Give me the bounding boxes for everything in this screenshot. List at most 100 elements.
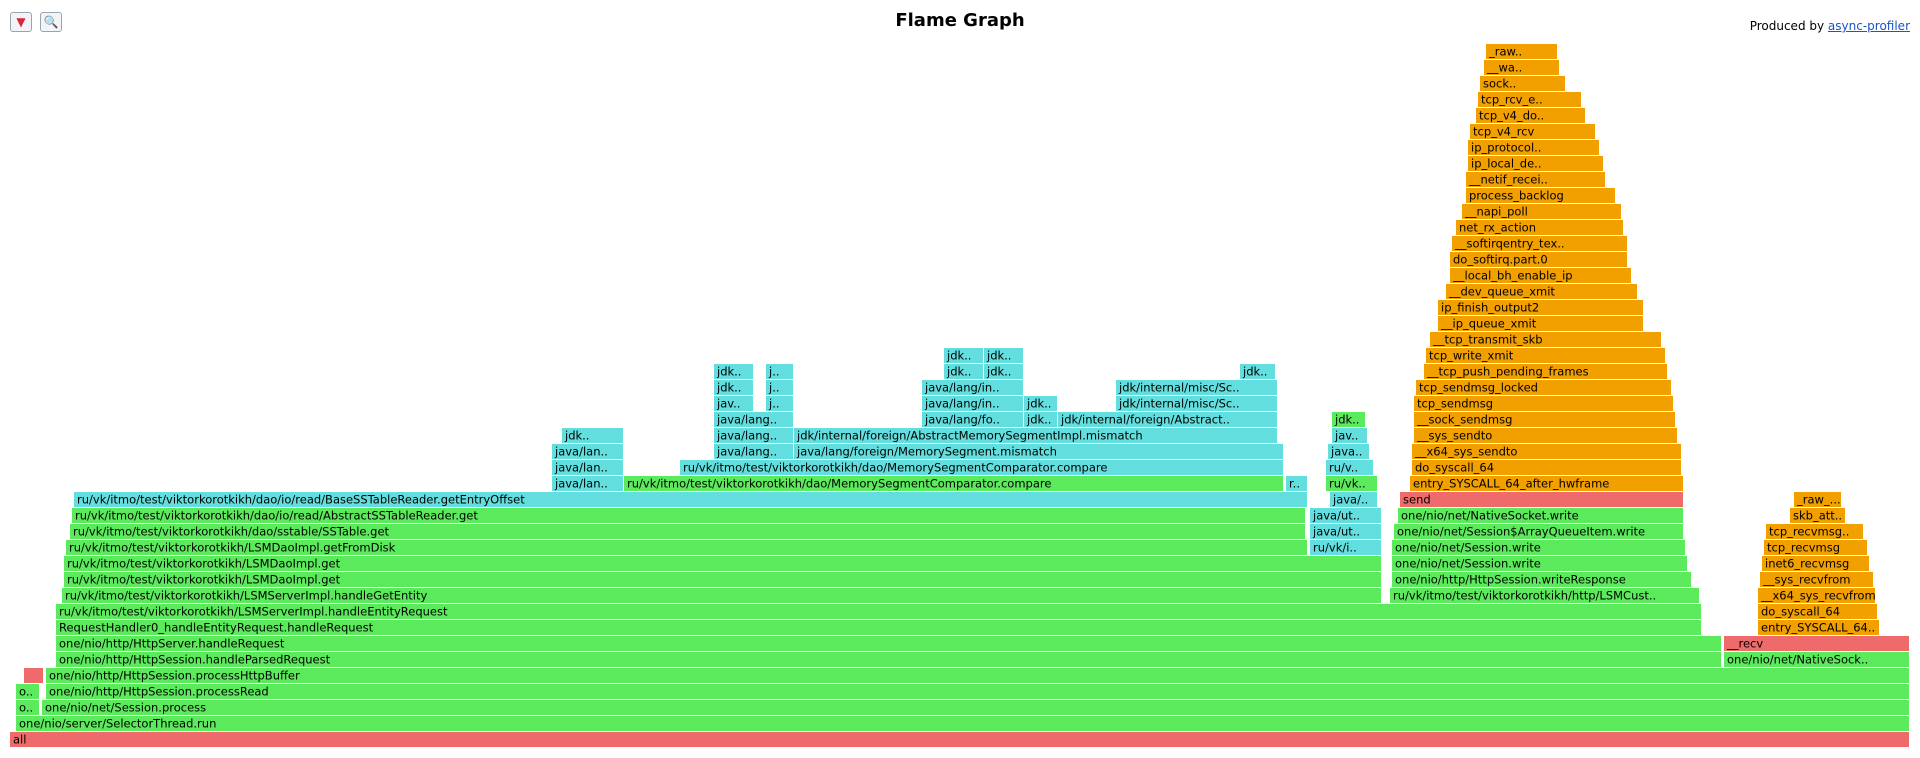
- frame-bar[interactable]: native: [24, 668, 43, 683]
- frame-19[interactable]: ru/vk/itmo/test/viktorkorotkikh/LSMDaoIm…: [64, 572, 1381, 587]
- frame-bar[interactable]: tcp_v4_do_rcv: [1476, 108, 1585, 123]
- frame-bar[interactable]: ru/vk/itmo/test/viktorkorotkikh/LSMDaoIm…: [64, 572, 1381, 587]
- frame-bar[interactable]: java/lang/foreign/MemorySegment.mismatch: [794, 444, 1283, 459]
- frame-21[interactable]: __sys_recvfrom __sys_recvfrom: [1760, 572, 1873, 587]
- frame-bar[interactable]: j: [766, 380, 793, 395]
- frame-98[interactable]: ip_protocol_deliver_rcuip_protocol..: [1468, 140, 1599, 155]
- frame-68[interactable]: java/lang/in java/lang/in..: [922, 396, 1023, 411]
- frame-30[interactable]: java/util/ArrayList java/ut..: [1310, 524, 1381, 539]
- frame-96[interactable]: __netif_receive_skb__netif_recei..: [1466, 172, 1605, 187]
- frame-bar[interactable]: tcp_recvmsg: [1766, 524, 1863, 539]
- frame-51[interactable]: java/lang/foreign java/lang..: [714, 444, 793, 459]
- frame-44[interactable]: ru/vk ru/vk..: [1326, 476, 1377, 491]
- frame-bar[interactable]: java/lang/in: [922, 396, 1023, 411]
- frame-75[interactable]: jdk/internal/misc/ScopedMemoryAccess jdk/…: [1116, 380, 1277, 395]
- frame-69[interactable]: jdk jdk..: [1024, 396, 1057, 411]
- frame-57[interactable]: jdk/internal/foreign/AbstractMemorySegme…: [794, 428, 1277, 443]
- frame-72[interactable]: jdkjdk..: [714, 380, 753, 395]
- frame-bar[interactable]: jdk: [984, 348, 1023, 363]
- frame-bar[interactable]: jav: [714, 396, 753, 411]
- frame-71[interactable]: tcp_sendmsg tcp_sendmsg: [1414, 396, 1673, 411]
- async-profiler-link[interactable]: async-profiler: [1827, 19, 1910, 33]
- frame-bar[interactable]: ru/vk/itmo/test/viktorkorotkikh/LSMDaoIm…: [66, 540, 1307, 555]
- frame-bar[interactable]: __sock_sendmsg: [1414, 412, 1675, 427]
- frame-66[interactable]: javjav..: [714, 396, 753, 411]
- frame-bar[interactable]: tcp_write_xmit: [1426, 348, 1665, 363]
- frame-bar[interactable]: ru/vk/itmo/test/viktorkorotkikh/http/LSM…: [1390, 588, 1699, 603]
- frame-bar[interactable]: java/util/ArrayList: [1310, 524, 1381, 539]
- frame-91[interactable]: do_softirq.part.0do_softirq.part.0: [1450, 252, 1627, 267]
- frame-bar[interactable]: one/nio/http/HttpServer.handleRequest: [56, 636, 1721, 651]
- frame-bar[interactable]: tcp_rcv_established: [1478, 92, 1581, 107]
- frame-61[interactable]: java/lang/foreign java/lang/fo..: [922, 412, 1023, 427]
- frame-bar[interactable]: java/lang/foreign: [922, 412, 1023, 427]
- frame-16[interactable]: ru/vk/itmo/test/viktorkorotkikh/LSMServe…: [62, 588, 1381, 603]
- frame-bar[interactable]: jdk/internal/misc/ScopedMemoryAccess: [1116, 380, 1277, 395]
- frame-35[interactable]: one/nio/net/NativeSocket.write one/nio/ne…: [1398, 508, 1683, 523]
- frame-81[interactable]: jdk jdk..: [1240, 364, 1275, 379]
- frame-bar[interactable]: one/nio/http/HttpSession.writeResponse: [1392, 572, 1691, 587]
- reverse-toggle-button[interactable]: ▼: [10, 12, 32, 32]
- frame-bar[interactable]: ru/v: [1326, 460, 1373, 475]
- frame-92[interactable]: __softirqentry_text_start__softirqentry_…: [1452, 236, 1627, 251]
- frame-39[interactable]: send send: [1400, 492, 1683, 507]
- frame-bar[interactable]: one/nio/http/HttpSession.handleParsedReq…: [56, 652, 1721, 667]
- frame-bar[interactable]: one/nio/net/Session.write: [1392, 556, 1687, 571]
- frame-48[interactable]: ru/v ru/v..: [1326, 460, 1373, 475]
- frame-50[interactable]: java/lang/invokejava/lan..: [552, 444, 623, 459]
- frame-bar[interactable]: o..: [16, 700, 39, 715]
- frame-bar[interactable]: inet6_recvmsg: [1762, 556, 1869, 571]
- frame-bar[interactable]: jdk: [1024, 396, 1057, 411]
- frame-bar[interactable]: java/util: [1330, 492, 1377, 507]
- frame-bar[interactable]: java/lang/in: [922, 380, 1023, 395]
- frame-bar[interactable]: jdk: [714, 364, 753, 379]
- frame-59[interactable]: __sys_sendto __sys_sendto: [1414, 428, 1677, 443]
- frame-33[interactable]: ru/vk/itmo/test/viktorkorotkikh/dao/io/r…: [72, 508, 1305, 523]
- frame-25[interactable]: ru/vk/itmo/test/viktorkorotkikh/LSMDaoIm…: [66, 540, 1307, 555]
- frame-56[interactable]: java/lang/foreign java/lang..: [714, 428, 793, 443]
- frame-37[interactable]: ru/vk/itmo/test/viktorkorotkikh/dao/io/r…: [74, 492, 1307, 507]
- frame-79[interactable]: jdk jdk..: [944, 364, 983, 379]
- frame-47[interactable]: ru/vk/itmo/test/viktorkorotkikh/dao/Memo…: [680, 460, 1283, 475]
- frame-64[interactable]: jdk jdk..: [1332, 412, 1365, 427]
- frame-bar[interactable]: tcp_sendmsg_locked: [1416, 380, 1671, 395]
- frame-bar[interactable]: __softirqentry_text_start: [1452, 236, 1627, 251]
- frame-bar[interactable]: java/lang/foreign: [714, 428, 793, 443]
- frame-bar[interactable]: one/nio/net/NativeSocket.write: [1398, 508, 1683, 523]
- frame-24[interactable]: inet6_recvmsg inet6_recvmsg: [1762, 556, 1869, 571]
- frame-bar[interactable]: __tcp_push_pending_frames: [1424, 364, 1667, 379]
- frame-49[interactable]: do_syscall_64 do_syscall_64: [1412, 460, 1681, 475]
- frame-bar[interactable]: entry_SYSCALL_64_after_hwframe: [1410, 476, 1683, 491]
- frame-77[interactable]: jdkjdk..: [714, 364, 753, 379]
- frame-43[interactable]: r.. r..: [1286, 476, 1307, 491]
- frame-32[interactable]: tcp_recvmsg tcp_recvmsg..: [1766, 524, 1863, 539]
- frame-27[interactable]: one/nio/net/Session.write one/nio/net/Ses…: [1392, 540, 1685, 555]
- frame-bar[interactable]: one/nio/server/SelectorThread.run: [16, 716, 1909, 731]
- frame-bar[interactable]: r..: [1286, 476, 1307, 491]
- frame-bar[interactable]: one/nio/http/HttpSession.processRead: [46, 684, 1909, 699]
- frame-18[interactable]: __x64_sys_recvfrom __x64_sys_recvfrom: [1758, 588, 1876, 603]
- frame-1[interactable]: one/nio/server/SelectorThread.runone/nio…: [16, 716, 1909, 731]
- frame-52[interactable]: java/lang/foreign/MemorySegment.mismatch…: [794, 444, 1283, 459]
- frame-bar[interactable]: jdk/internal/foreign/Abstract: [1058, 412, 1277, 427]
- frame-bar[interactable]: java/lang: [714, 412, 793, 427]
- frame-67[interactable]: j j..: [766, 396, 793, 411]
- frame-28[interactable]: tcp_recvmsg tcp_recvmsg: [1764, 540, 1867, 555]
- frame-87[interactable]: __ip_queue_xmit__ip_queue_xmit: [1438, 316, 1643, 331]
- frame-bar[interactable]: o..: [16, 684, 39, 699]
- frame-bar[interactable]: __recv: [1724, 636, 1909, 651]
- frame-22[interactable]: ru/vk/itmo/test/viktorkorotkikh/LSMDaoIm…: [64, 556, 1381, 571]
- frame-bar[interactable]: RequestHandler0_handleEntityRequest.hand…: [56, 620, 1701, 635]
- frame-bar[interactable]: __netif_receive_skb: [1466, 172, 1605, 187]
- frame-86[interactable]: __tcp_transmit_skb__tcp_transmit_skb: [1430, 332, 1661, 347]
- frame-7[interactable]: one/nio/http/HttpSession.processHttpBuff…: [46, 668, 1909, 683]
- frame-bar[interactable]: j: [766, 396, 793, 411]
- frame-bar[interactable]: jdk: [562, 428, 623, 443]
- frame-bar[interactable]: tcp_recvmsg: [1764, 540, 1867, 555]
- frame-95[interactable]: process_backlogprocess_backlog: [1466, 188, 1615, 203]
- frame-41[interactable]: java/lang/invokejava/lan..: [552, 476, 623, 491]
- frame-bar[interactable]: one/nio/http/HttpSession.processHttpBuff…: [46, 668, 1909, 683]
- frame-bar[interactable]: __x64_sys_sendto: [1412, 444, 1681, 459]
- frame-42[interactable]: ru/vk/itmo/test/viktorkorotkikh/dao/Memo…: [624, 476, 1283, 491]
- frame-bar[interactable]: jdk: [1024, 412, 1057, 427]
